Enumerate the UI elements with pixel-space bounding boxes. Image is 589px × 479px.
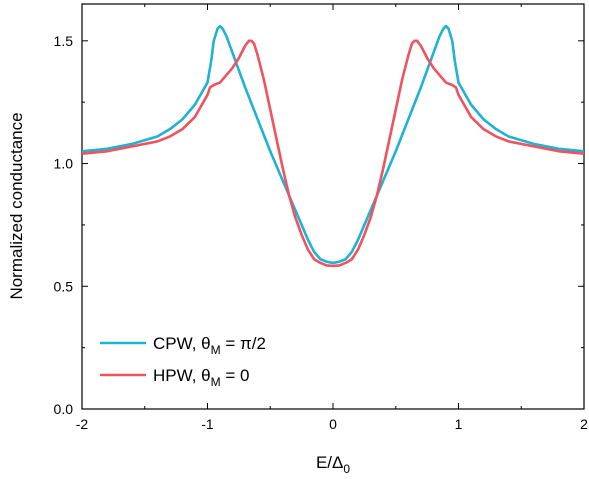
- series-layer: [81, 24, 585, 268]
- x-tick-label: -2: [76, 416, 89, 432]
- x-tick-label: 1: [455, 416, 463, 432]
- x-tick-label: -1: [201, 416, 214, 432]
- legend-label-1: HPW, θM = 0: [153, 366, 249, 389]
- y-tick-label: 1.0: [54, 156, 74, 172]
- y-tick-label: 1.5: [54, 33, 74, 49]
- series-line-0: [81, 24, 585, 265]
- x-axis-title-main: E/Δ: [316, 453, 343, 472]
- legend: CPW, θM = π/2 HPW, θM = 0: [100, 334, 266, 389]
- y-axis-title: Normalized conductance: [7, 112, 26, 299]
- x-axis-title: E/Δ0: [316, 453, 350, 476]
- y-tick-label: 0.0: [54, 401, 74, 417]
- x-tick-label: 2: [580, 416, 588, 432]
- x-tick-label: 0: [329, 416, 337, 432]
- x-axis-title-subscript: 0: [343, 462, 350, 476]
- legend-label-0: CPW, θM = π/2: [153, 334, 266, 357]
- axis-ticks: -2 -1 0 1 2 0.0 0.5 1.0 1.5: [54, 4, 588, 432]
- series-line-1: [81, 39, 585, 268]
- y-tick-label: 0.5: [54, 278, 74, 294]
